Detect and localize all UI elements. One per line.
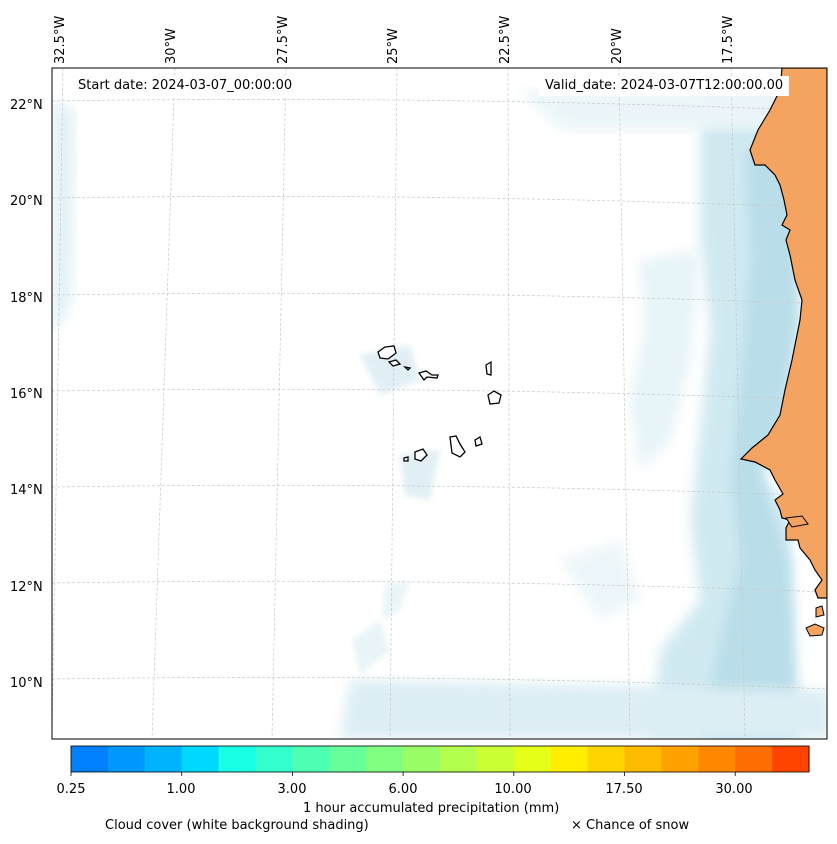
sao-nicolau-island [417, 370, 439, 382]
west-africa-land [739, 68, 827, 599]
meridian-line [507, 68, 511, 739]
santa-luzia-island [403, 365, 412, 371]
colorbar-tick-label: 0.25 [56, 782, 86, 797]
meridian-line [271, 68, 287, 739]
lat-label-12n: 12°N [10, 580, 43, 595]
colorbar-cell [440, 746, 478, 772]
santo-antao-island [377, 345, 397, 360]
colorbar-frame [70, 745, 810, 773]
colorbar-cell [587, 746, 626, 772]
santiago-island [449, 435, 466, 458]
colorbar-cell [292, 746, 330, 772]
bijagos-islands [785, 515, 825, 637]
colorbar-tick-label: 1.00 [166, 782, 196, 797]
meridian-line [151, 68, 176, 739]
colorbar-tick-label: 6.00 [388, 782, 418, 797]
meridian-line [618, 68, 631, 739]
colorbar-tick-label: 3.00 [277, 782, 307, 797]
colorbar-title: 1 hour accumulated precipitation (mm) [303, 801, 560, 816]
cape-verde-islands [377, 345, 502, 462]
lat-label-16n: 16°N [10, 387, 43, 402]
meridian-line [730, 68, 746, 739]
lon-label-25w: 25°W [386, 28, 401, 64]
boa-vista-island [487, 390, 502, 405]
colorbar-cell [218, 746, 257, 772]
lon-label-27-5w: 27.5°W [276, 15, 291, 64]
colorbar-cell [107, 746, 146, 772]
parallel-line [52, 388, 827, 401]
sal-island [485, 360, 492, 376]
lon-label-22-5w: 22.5°W [498, 15, 513, 64]
lat-label-18n: 18°N [10, 291, 43, 306]
lat-label-22n: 22°N [10, 98, 43, 113]
fogo-island [414, 448, 428, 462]
lon-label-20w: 20°W [610, 28, 625, 64]
colorbar-cell [624, 746, 662, 772]
parallel-line [52, 677, 827, 690]
colorbar-tick-label: 30.00 [715, 782, 753, 797]
precipitation-colorbar [71, 746, 810, 772]
lon-label-32-5w: 32.5°W [53, 15, 68, 64]
lon-label-30w: 30°W [164, 28, 179, 64]
colorbar-tick-label: 10.00 [494, 782, 532, 797]
colorbar-cell [144, 746, 183, 772]
colorbar-cell [661, 746, 699, 772]
colorbar-cell [366, 746, 404, 772]
snow-caption: × Chance of snow [571, 818, 690, 833]
colorbar-cell [181, 746, 220, 772]
colorbar-cell [735, 746, 773, 772]
colorbar-cell [513, 746, 552, 772]
graticule-grid [52, 68, 827, 739]
map-frame [51, 67, 828, 740]
sao-vicente-island [387, 359, 402, 367]
colorbar-cell [550, 746, 589, 772]
colorbar-cell [255, 746, 293, 772]
brava-island [403, 456, 409, 462]
lat-label-14n: 14°N [10, 483, 43, 498]
meridian-line [389, 68, 398, 739]
colorbar-cell [329, 746, 367, 772]
parallel-line [52, 484, 827, 497]
colorbar-cell [772, 746, 810, 772]
colorbar-cell [403, 746, 441, 772]
colorbar-tick-label: 17.50 [605, 782, 643, 797]
colorbar-cell [698, 746, 736, 772]
parallel-line [52, 580, 827, 593]
cloud-cover-caption: Cloud cover (white background shading) [105, 818, 369, 833]
colorbar-cell [71, 746, 109, 772]
lat-label-10n: 10°N [10, 676, 43, 691]
lat-label-20n: 20°N [10, 194, 43, 209]
parallel-line [52, 196, 827, 209]
cloud-cover-shading [52, 90, 827, 739]
parallel-line [52, 292, 827, 305]
maio-island [474, 436, 483, 447]
valid-date-label: Valid_date: 2024-03-07T12:00:00.00 [539, 76, 790, 96]
meridian-line [52, 68, 64, 739]
lon-label-17-5w: 17.5°W [721, 15, 736, 64]
parallel-line [52, 99, 827, 112]
start-date-label: Start date: 2024-03-07_00:00:00 [72, 76, 299, 96]
colorbar-cell [476, 746, 515, 772]
